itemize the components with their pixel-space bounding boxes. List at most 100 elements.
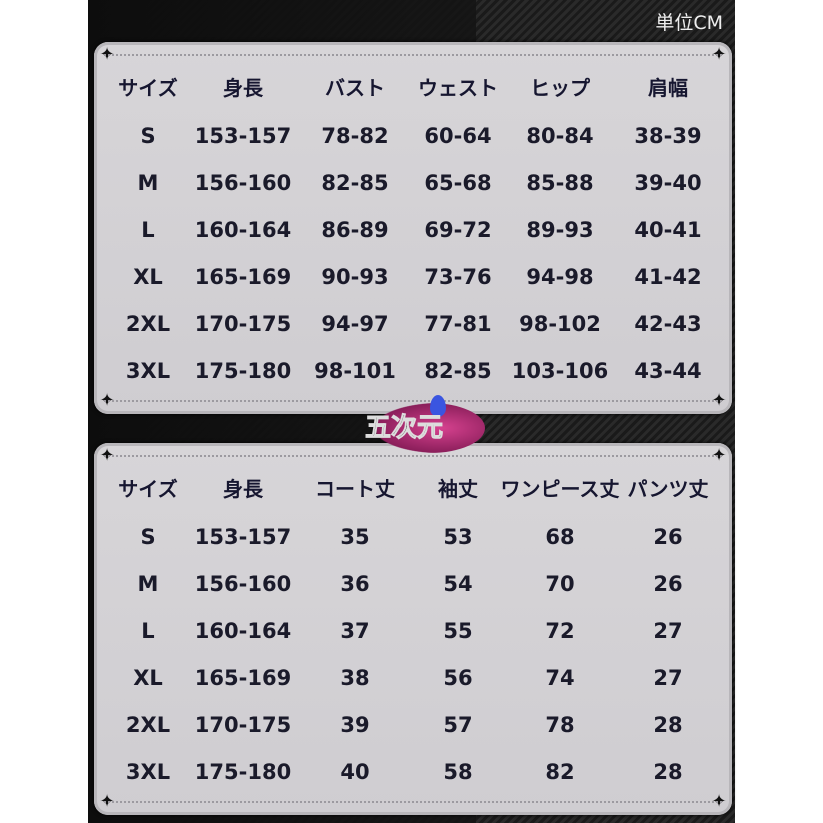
table-cell: 26 xyxy=(653,572,683,596)
table-cell: サイズ xyxy=(118,76,178,100)
table-cell: 175-180 xyxy=(194,359,292,383)
table-cell: 90-93 xyxy=(321,265,389,289)
table-cell: 2XL xyxy=(125,312,171,336)
table-cell: ウェスト xyxy=(418,76,498,100)
table-cell: 3XL xyxy=(125,760,171,784)
table-cell: 74 xyxy=(545,666,575,690)
table-cell: L xyxy=(141,218,155,242)
logo-text: 五次元 xyxy=(364,413,444,444)
table-cell: 165-169 xyxy=(194,666,292,690)
table-row: 3XL 175-180 98-101 82-85 103-106 43-44 xyxy=(94,351,732,391)
table-cell: ヒップ xyxy=(530,76,590,100)
table-cell: 85-88 xyxy=(526,171,594,195)
table-cell: 170-175 xyxy=(194,312,292,336)
corner-star-icon: ✦ xyxy=(711,390,727,411)
table-header-row: サイズ 身長 コート丈 袖丈 ワンピース丈 パンツ丈 xyxy=(94,469,732,509)
corner-star-icon: ✦ xyxy=(711,445,727,466)
table-row: S 153-157 35 53 68 26 xyxy=(94,517,732,557)
table-cell: 103-106 xyxy=(511,359,609,383)
unit-label: 単位CM xyxy=(655,12,723,34)
table-cell: 160-164 xyxy=(194,619,292,643)
table-cell: 156-160 xyxy=(194,171,292,195)
table-cell: 43-44 xyxy=(634,359,702,383)
table-cell: XL xyxy=(133,666,163,690)
table-cell: 55 xyxy=(443,619,473,643)
table-cell: 27 xyxy=(653,666,683,690)
table-cell: 77-81 xyxy=(424,312,492,336)
table-cell: XL xyxy=(133,265,163,289)
table-cell: 72 xyxy=(545,619,575,643)
table-cell: 2XL xyxy=(125,713,171,737)
table-cell: 36 xyxy=(340,572,370,596)
table-cell: 94-98 xyxy=(526,265,594,289)
table-cell: サイズ xyxy=(118,477,178,501)
table-cell: 57 xyxy=(443,713,473,737)
table-cell: 40-41 xyxy=(634,218,702,242)
table-cell: 153-157 xyxy=(194,525,292,549)
table-cell: 78 xyxy=(545,713,575,737)
table-cell: パンツ丈 xyxy=(627,477,709,501)
corner-star-icon: ✦ xyxy=(711,791,727,812)
table-cell: 82-85 xyxy=(321,171,389,195)
table-row: 3XL 175-180 40 58 82 28 xyxy=(94,752,732,792)
table-cell: 165-169 xyxy=(194,265,292,289)
table-cell: 39 xyxy=(340,713,370,737)
table-cell: M xyxy=(137,572,159,596)
table-row: L 160-164 86-89 69-72 89-93 40-41 xyxy=(94,210,732,250)
table-cell: 26 xyxy=(653,525,683,549)
table-cell: 38 xyxy=(340,666,370,690)
table-cell: バスト xyxy=(325,76,385,100)
brand-logo: 五次元 xyxy=(355,395,495,455)
table-cell: 82-85 xyxy=(424,359,492,383)
table-cell: 42-43 xyxy=(634,312,702,336)
table-cell: L xyxy=(141,619,155,643)
table-row: XL 165-169 90-93 73-76 94-98 41-42 xyxy=(94,257,732,297)
table-cell: 86-89 xyxy=(321,218,389,242)
table-cell: 袖丈 xyxy=(438,477,478,501)
table-header-row: サイズ 身長 バスト ウェスト ヒップ 肩幅 xyxy=(94,68,732,108)
table-row: L 160-164 37 55 72 27 xyxy=(94,611,732,651)
table-cell: 56 xyxy=(443,666,473,690)
table-row: 2XL 170-175 94-97 77-81 98-102 42-43 xyxy=(94,304,732,344)
table-cell: 70 xyxy=(545,572,575,596)
corner-star-icon: ✦ xyxy=(99,791,115,812)
table-cell: M xyxy=(137,171,159,195)
table-cell: S xyxy=(140,525,156,549)
corner-star-icon: ✦ xyxy=(99,445,115,466)
table-cell: 82 xyxy=(545,760,575,784)
table-cell: 41-42 xyxy=(634,265,702,289)
table-cell: 肩幅 xyxy=(648,76,688,100)
table-cell: 170-175 xyxy=(194,713,292,737)
table-cell: 89-93 xyxy=(526,218,594,242)
size-table-garment-lengths: ✦ ✦ ✦ ✦ サイズ 身長 コート丈 袖丈 ワンピース丈 パンツ丈 S 153-157 35 53 68 2… xyxy=(94,443,732,815)
table-cell: 53 xyxy=(443,525,473,549)
table-cell: 160-164 xyxy=(194,218,292,242)
table-cell: 60-64 xyxy=(424,124,492,148)
table-cell: 37 xyxy=(340,619,370,643)
table-cell: 28 xyxy=(653,713,683,737)
table-cell: 58 xyxy=(443,760,473,784)
table-cell: 3XL xyxy=(125,359,171,383)
table-cell: 40 xyxy=(340,760,370,784)
table-cell: 身長 xyxy=(223,76,263,100)
table-cell: 98-102 xyxy=(519,312,601,336)
table-cell: 156-160 xyxy=(194,572,292,596)
table-cell: 98-101 xyxy=(314,359,396,383)
table-cell: 68 xyxy=(545,525,575,549)
table-row: S 153-157 78-82 60-64 80-84 38-39 xyxy=(94,116,732,156)
table-cell: 175-180 xyxy=(194,760,292,784)
table-cell: 35 xyxy=(340,525,370,549)
table-cell: 28 xyxy=(653,760,683,784)
table-row: 2XL 170-175 39 57 78 28 xyxy=(94,705,732,745)
table-cell: 65-68 xyxy=(424,171,492,195)
table-cell: 78-82 xyxy=(321,124,389,148)
corner-star-icon: ✦ xyxy=(99,390,115,411)
table-row: M 156-160 82-85 65-68 85-88 39-40 xyxy=(94,163,732,203)
table-cell: 54 xyxy=(443,572,473,596)
table-cell: S xyxy=(140,124,156,148)
table-cell: 73-76 xyxy=(424,265,492,289)
corner-star-icon: ✦ xyxy=(711,44,727,65)
table-row: XL 165-169 38 56 74 27 xyxy=(94,658,732,698)
table-cell: 27 xyxy=(653,619,683,643)
